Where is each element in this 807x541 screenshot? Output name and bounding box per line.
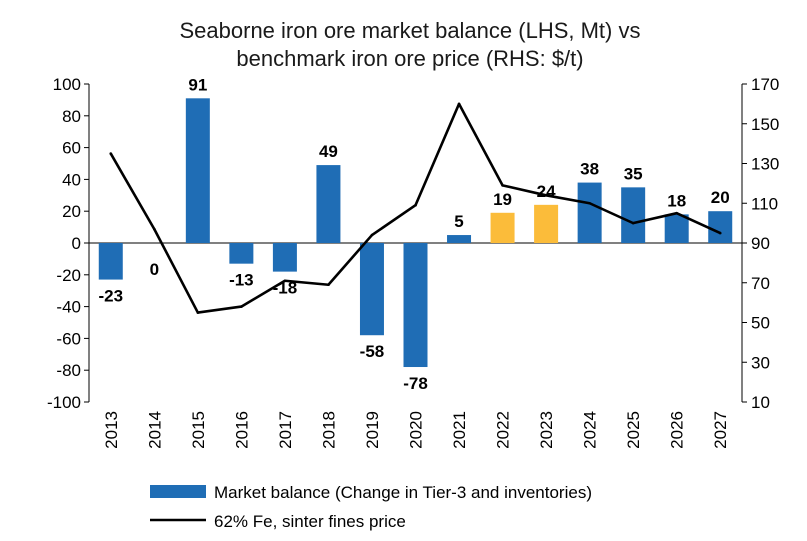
bar-2020 bbox=[403, 243, 428, 368]
price-point-2013 bbox=[109, 152, 113, 155]
price-point-2019 bbox=[370, 233, 374, 237]
data-label-2020: -78 bbox=[403, 374, 428, 393]
data-label-2027: 20 bbox=[711, 188, 730, 207]
data-label-2026: 18 bbox=[667, 191, 686, 210]
price-point-2018 bbox=[327, 283, 330, 287]
y-tick-label-left: 100 bbox=[53, 75, 81, 94]
bar-2015 bbox=[185, 98, 210, 243]
data-label-2022: 19 bbox=[493, 190, 512, 209]
data-label-2024: 38 bbox=[580, 160, 599, 179]
x-tick-label: 2024 bbox=[581, 411, 600, 449]
data-label-layer: -23 0 91 -13 -18 49 -58 -78 5 19 24 38 35 18 20 bbox=[98, 75, 729, 393]
bar-2025 bbox=[621, 187, 646, 243]
line-layer bbox=[109, 102, 722, 314]
bar-2016 bbox=[229, 243, 254, 264]
x-tick-label: 2019 bbox=[363, 411, 382, 449]
bar-2026 bbox=[664, 214, 689, 243]
price-point-2020 bbox=[414, 203, 417, 207]
bar-2027 bbox=[708, 211, 733, 243]
data-label-2023: 24 bbox=[537, 182, 556, 201]
price-point-2017 bbox=[283, 279, 287, 283]
y-tick-label-right: 170 bbox=[751, 75, 779, 94]
y-tick-label-right: 50 bbox=[751, 314, 770, 333]
x-tick-label: 2018 bbox=[319, 411, 338, 449]
y-tick-label-right: 110 bbox=[751, 194, 778, 213]
data-label-2019: -58 bbox=[360, 342, 385, 361]
bar-2013 bbox=[98, 243, 123, 280]
data-label-2021: 5 bbox=[454, 212, 463, 231]
price-point-2022 bbox=[501, 184, 504, 187]
legend-label-price: 62% Fe, sinter fines price bbox=[214, 512, 406, 531]
y-tick-label-right: 10 bbox=[751, 393, 770, 412]
bar-2018 bbox=[316, 165, 341, 243]
price-point-2025 bbox=[631, 221, 635, 225]
x-tick-label: 2017 bbox=[276, 411, 295, 449]
price-point-2021 bbox=[457, 102, 461, 106]
bar-2022 bbox=[490, 212, 515, 243]
y-tick-label-right: 150 bbox=[751, 115, 779, 134]
x-tick-label: 2021 bbox=[450, 411, 469, 449]
x-tick-label: 2013 bbox=[102, 411, 121, 449]
price-point-2015 bbox=[196, 311, 200, 314]
data-label-2016: -13 bbox=[229, 271, 254, 290]
price-point-2026 bbox=[675, 211, 678, 215]
x-tick-label: 2025 bbox=[624, 411, 643, 449]
legend-swatch-market-balance bbox=[150, 485, 206, 498]
y-tick-label-left: 20 bbox=[62, 202, 81, 221]
chart-title-line-2: benchmark iron ore price (RHS: $/t) bbox=[236, 46, 583, 71]
x-tick-label: 2015 bbox=[189, 411, 208, 449]
x-tick-label: 2020 bbox=[407, 411, 426, 449]
price-point-2023 bbox=[544, 194, 548, 197]
x-tick-label: 2027 bbox=[711, 411, 730, 449]
data-label-2025: 35 bbox=[624, 164, 643, 183]
data-label-2018: 49 bbox=[319, 142, 338, 161]
bar-2023 bbox=[534, 204, 559, 243]
y-tick-label-left: -100 bbox=[47, 393, 81, 412]
y-tick-label-left: -40 bbox=[56, 298, 81, 317]
data-label-2015: 91 bbox=[188, 75, 207, 94]
bar-layer bbox=[98, 98, 733, 368]
y-tick-label-right: 30 bbox=[751, 353, 770, 372]
y-tick-label-left: -20 bbox=[56, 266, 81, 285]
bar-2019 bbox=[359, 243, 384, 336]
x-tick-label: 2016 bbox=[232, 411, 251, 449]
x-tick-label: 2023 bbox=[537, 411, 556, 449]
data-label-2017: -18 bbox=[273, 279, 298, 298]
y-tick-label-left: -60 bbox=[56, 329, 81, 348]
data-label-2014: 0 bbox=[150, 260, 159, 279]
y-tick-label-right: 130 bbox=[751, 155, 779, 174]
price-point-2027 bbox=[718, 231, 722, 235]
y-tick-label-left: 40 bbox=[62, 170, 81, 189]
axes-layer: 100806040200-20-40-60-80-100170150130110… bbox=[47, 75, 779, 449]
y-tick-label-left: 80 bbox=[62, 107, 81, 126]
x-tick-label: 2022 bbox=[494, 411, 513, 449]
y-tick-label-left: 60 bbox=[62, 139, 81, 158]
price-point-2014 bbox=[153, 227, 156, 231]
y-tick-label-left: 0 bbox=[72, 234, 81, 253]
legend: Market balance (Change in Tier-3 and inv… bbox=[150, 483, 592, 531]
price-point-2024 bbox=[588, 201, 591, 205]
x-tick-label: 2014 bbox=[145, 411, 164, 449]
y-tick-label-left: -80 bbox=[56, 361, 81, 380]
x-tick-label: 2026 bbox=[668, 411, 687, 449]
legend-label-market-balance: Market balance (Change in Tier-3 and inv… bbox=[214, 483, 592, 502]
data-label-2013: -23 bbox=[98, 287, 123, 306]
bar-2024 bbox=[577, 182, 602, 243]
chart-title-line-1: Seaborne iron ore market balance (LHS, M… bbox=[180, 18, 641, 43]
y-tick-label-right: 90 bbox=[751, 234, 770, 253]
bar-2017 bbox=[272, 243, 297, 272]
price-point-2016 bbox=[240, 305, 243, 308]
y-tick-label-right: 70 bbox=[751, 274, 770, 293]
bar-2021 bbox=[447, 235, 472, 243]
